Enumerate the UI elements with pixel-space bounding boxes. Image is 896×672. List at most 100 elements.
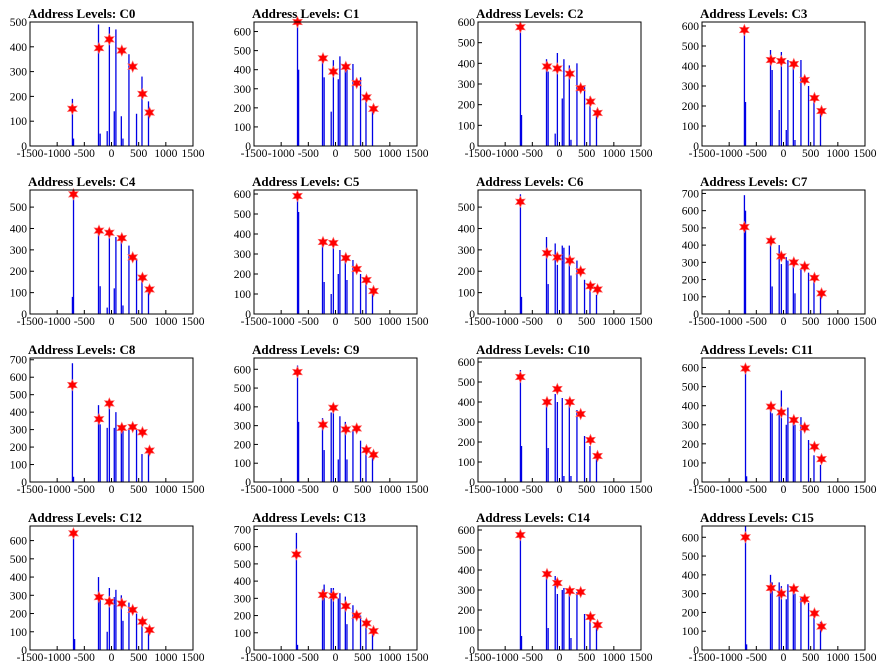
bar (583, 436, 586, 482)
data-marker (808, 91, 820, 105)
y-tick-label: 400 (234, 229, 252, 241)
bar (365, 619, 367, 650)
y-tick-label: 100 (234, 289, 252, 301)
data-marker (136, 615, 148, 629)
bar (71, 296, 74, 314)
data-marker (541, 246, 553, 260)
y-tick-label: 200 (10, 442, 28, 454)
data-marker (144, 444, 156, 457)
x-tick-label: -500 (746, 148, 767, 160)
data-marker (368, 102, 380, 116)
data-marker (575, 407, 587, 421)
bar (744, 210, 747, 314)
y-tick-label: 300 (682, 589, 700, 601)
x-tick-label: -500 (746, 316, 767, 328)
data-marker (291, 365, 303, 379)
bar (147, 450, 150, 482)
bar (115, 29, 117, 146)
bar (519, 26, 522, 147)
y-tick-label: 0 (469, 141, 475, 153)
y-tick-label: 600 (682, 363, 700, 375)
bar (359, 77, 362, 146)
bar (800, 269, 802, 314)
y-tick-label: 0 (245, 477, 251, 489)
bar (554, 133, 556, 146)
data-marker (541, 395, 553, 409)
data-marker (360, 443, 372, 457)
x-tick-label: -500 (74, 316, 95, 328)
bar (785, 130, 787, 146)
y-tick-label: 0 (245, 645, 251, 657)
chart-panel: 0 100 200 300 400 500 600 -1500 -1000 -500 0 500 100… (224, 0, 448, 168)
y-tick-label: 200 (234, 611, 252, 623)
data-marker (340, 60, 352, 74)
x-tick-label: 1000 (378, 316, 401, 328)
chart-panel: 0 100 200 300 400 500 600 -1500 -1000 -500 0 500 100… (448, 336, 672, 504)
data-marker (340, 599, 352, 613)
y-tick-label: 500 (10, 17, 28, 29)
y-tick-label: 600 (682, 21, 700, 33)
bar (365, 280, 367, 314)
data-marker (93, 412, 105, 426)
x-tick-label: -1500 (241, 148, 268, 160)
data-marker (808, 607, 820, 620)
bar (135, 258, 138, 314)
bar (108, 588, 111, 650)
x-tick-label: -500 (746, 484, 767, 496)
bar (346, 280, 348, 314)
chart-title: Address Levels: C12 (28, 510, 142, 525)
y-tick-label: 100 (10, 116, 28, 128)
data-marker (564, 254, 576, 267)
x-tick-label: -1000 (268, 652, 295, 664)
x-tick-label: 0 (781, 484, 787, 496)
x-tick-label: 1000 (154, 148, 177, 160)
bar (785, 599, 787, 650)
bar (807, 440, 810, 482)
bar (583, 279, 586, 314)
bar (321, 418, 324, 482)
bar (122, 429, 124, 482)
bar (359, 440, 362, 482)
y-tick-label: 0 (21, 477, 27, 489)
x-tick-label: -1500 (241, 652, 268, 664)
data-marker (317, 51, 329, 65)
x-tick-label: -500 (522, 316, 543, 328)
bar (115, 412, 117, 482)
y-tick-label: 300 (458, 585, 476, 597)
bar (352, 63, 354, 146)
y-tick-label: 0 (469, 309, 475, 321)
x-tick-label: 1500 (406, 148, 429, 160)
bar (589, 618, 591, 650)
data-marker (66, 378, 78, 392)
bar (371, 109, 374, 146)
bar (344, 256, 346, 314)
bar (337, 274, 339, 314)
x-tick-label: 500 (802, 652, 820, 664)
chart-svg: 0 100 200 300 400 500 600 -1500 -1000 -500 0 500 100… (10, 525, 205, 664)
bar (321, 242, 324, 314)
bar (813, 281, 815, 314)
bar (344, 596, 346, 650)
bar (106, 427, 108, 482)
bar (595, 454, 598, 482)
bar (583, 86, 586, 146)
bar (545, 574, 548, 650)
bar (339, 56, 341, 147)
bar (113, 111, 115, 146)
data-marker (788, 255, 800, 269)
x-tick-label: 0 (557, 484, 563, 496)
data-marker (551, 382, 563, 396)
data-marker (351, 422, 363, 435)
x-tick-label: 0 (781, 652, 787, 664)
x-tick-label: 1000 (826, 316, 849, 328)
bar (595, 115, 598, 146)
data-marker (551, 250, 563, 264)
y-tick-label: 500 (458, 377, 476, 389)
data-marker (788, 582, 800, 596)
chart-svg: 0 100 200 300 400 500 600 -1500 -1000 -500 0 500 100… (234, 357, 429, 496)
chart-title: Address Levels: C4 (28, 174, 136, 189)
bar (106, 131, 108, 146)
plot-frame (701, 189, 866, 315)
x-tick-label: 1000 (154, 316, 177, 328)
x-tick-label: 1500 (406, 316, 429, 328)
